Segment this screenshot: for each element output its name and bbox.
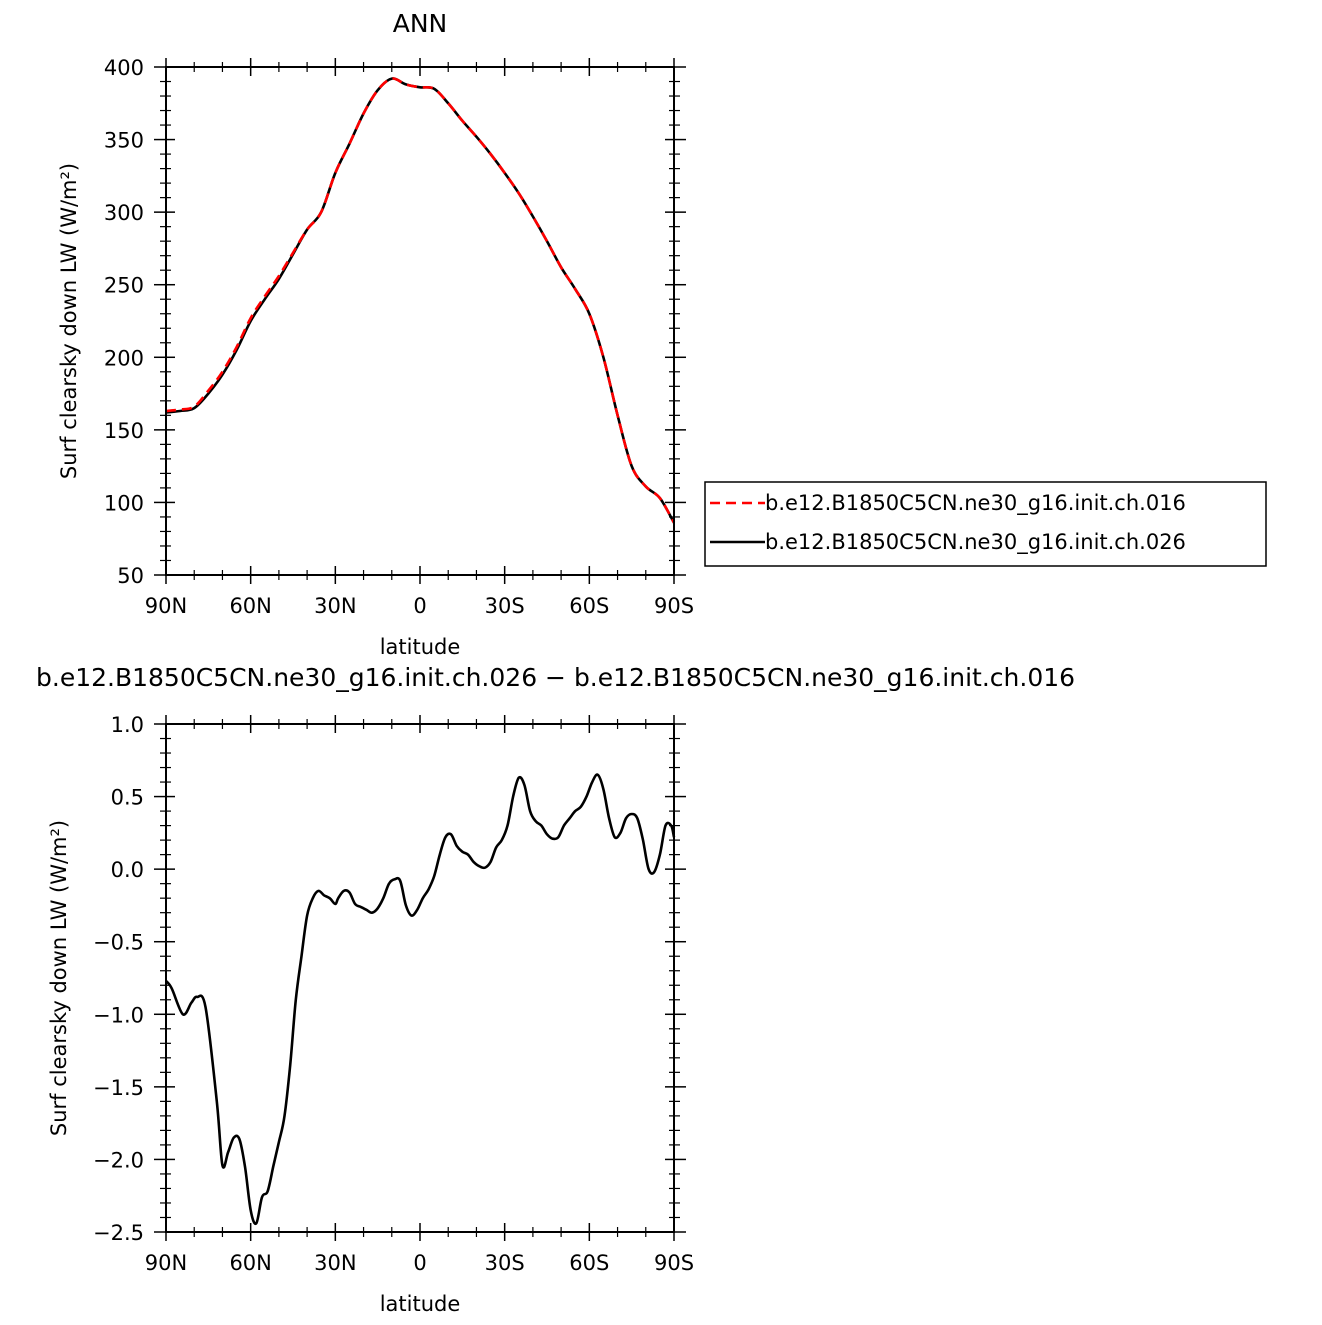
y-tick-label: −1.0 (93, 1003, 144, 1027)
x-tick-label: 90S (654, 1251, 694, 1275)
x-tick-label: 90N (145, 1251, 187, 1275)
top-title: ANN (393, 9, 448, 38)
x-tick-label: 90N (145, 594, 187, 618)
legend: b.e12.B1850C5CN.ne30_g16.init.ch.016 b.e… (704, 481, 1267, 567)
y-tick-label: 150 (104, 419, 144, 443)
x-tick-label: 30S (485, 594, 525, 618)
series-line-2 (165, 77, 676, 524)
y-tick-label: −2.0 (93, 1148, 144, 1172)
x-tick-label: 90S (654, 594, 694, 618)
top-plot-frame (165, 66, 675, 576)
x-tick-label: 30N (314, 594, 356, 618)
y-tick-label: 200 (104, 346, 144, 370)
series-line-1 (165, 77, 676, 524)
top-panel: ANN 90N 60N 30N 0 30S 60S 90S 50 100 150 200 250 300… (57, 9, 694, 659)
y-tick-label: 0.0 (111, 858, 144, 882)
x-tick-label: 0 (413, 1251, 426, 1275)
y-tick-label: 350 (104, 129, 144, 153)
y-tick-label: 250 (104, 274, 144, 298)
top-xlabel: latitude (380, 635, 461, 659)
legend-label-016: b.e12.B1850C5CN.ne30_g16.init.ch.016 (765, 491, 1186, 516)
y-tick-label: −0.5 (93, 931, 144, 955)
bottom-panel: b.e12.B1850C5CN.ne30_g16.init.ch.026 − b… (36, 663, 1075, 1316)
top-ticks: 90N 60N 30N 0 30S 60S 90S 50 100 150 200 250 300 350 4… (104, 56, 694, 618)
x-tick-label: 60N (229, 1251, 271, 1275)
bottom-ylabel: Surf clearsky down LW (W/m²) (47, 820, 71, 1136)
x-tick-label: 30N (314, 1251, 356, 1275)
bottom-lines (164, 773, 676, 1226)
y-tick-label: −1.5 (93, 1076, 144, 1100)
series-line-1 (164, 773, 676, 1226)
bottom-title: b.e12.B1850C5CN.ne30_g16.init.ch.026 − b… (36, 663, 1075, 692)
x-tick-label: 60S (569, 594, 609, 618)
y-tick-label: 300 (104, 201, 144, 225)
y-tick-label: 0.5 (111, 786, 144, 810)
bottom-xlabel: latitude (380, 1292, 461, 1316)
x-tick-label: 0 (413, 594, 426, 618)
y-tick-label: 1.0 (111, 713, 144, 737)
y-tick-label: 400 (104, 56, 144, 80)
top-lines (165, 77, 676, 524)
y-tick-label: −2.5 (93, 1221, 144, 1245)
top-ylabel: Surf clearsky down LW (W/m²) (57, 163, 81, 479)
x-tick-label: 60N (229, 594, 271, 618)
x-tick-label: 30S (485, 1251, 525, 1275)
legend-label-026: b.e12.B1850C5CN.ne30_g16.init.ch.026 (765, 530, 1186, 555)
y-tick-label: 100 (104, 491, 144, 515)
legend-frame (704, 481, 1267, 567)
x-tick-label: 60S (569, 1251, 609, 1275)
bottom-plot-frame (165, 723, 675, 1233)
y-tick-label: 50 (117, 564, 144, 588)
